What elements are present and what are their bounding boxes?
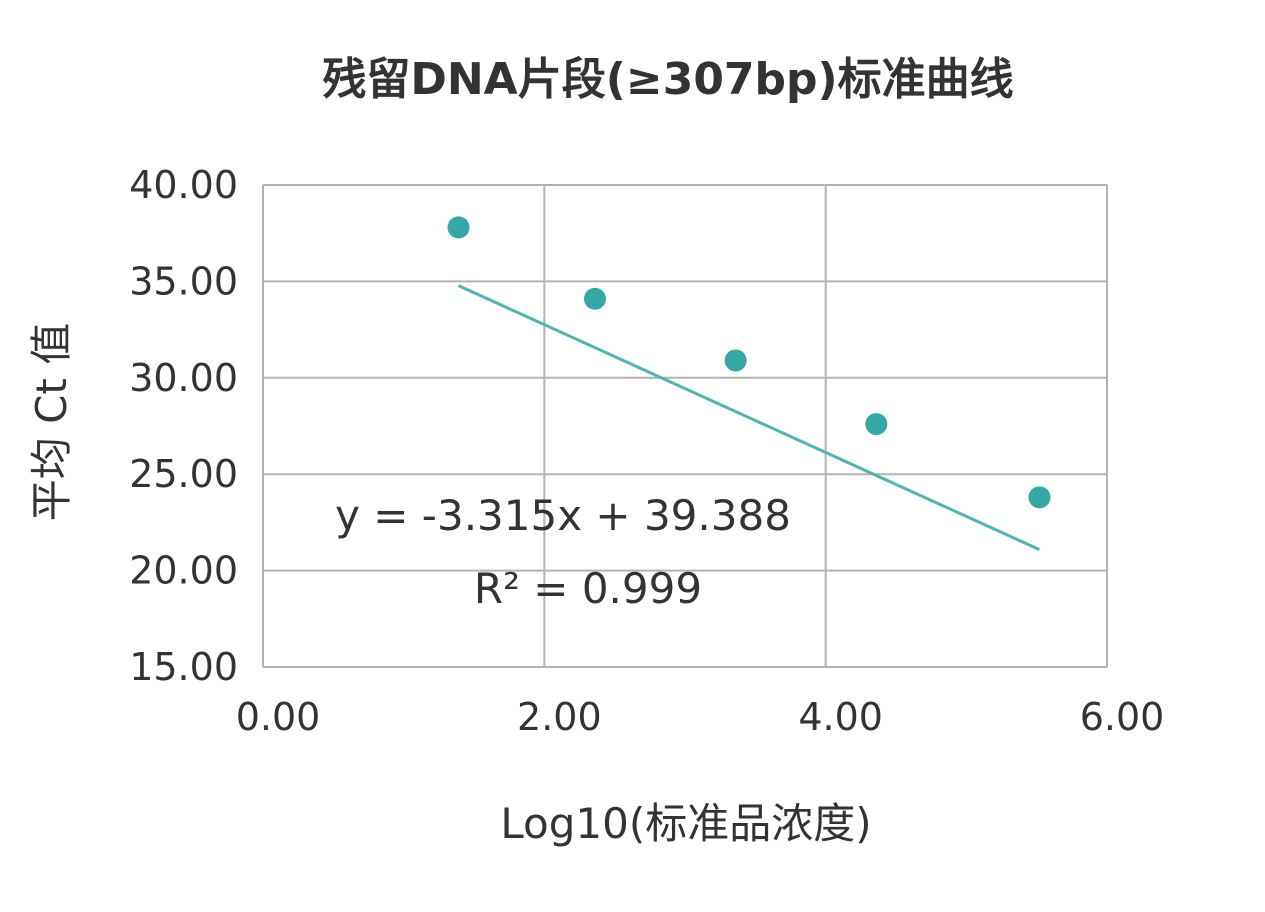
y-tick-label: 20.00 bbox=[129, 549, 238, 593]
trendline-equation: y = -3.315x + 39.388 bbox=[335, 491, 791, 540]
data-point bbox=[447, 216, 470, 239]
x-tick-label: 4.00 bbox=[798, 695, 883, 739]
x-tick-label: 2.00 bbox=[517, 695, 602, 739]
y-tick-label: 25.00 bbox=[129, 452, 238, 496]
data-point bbox=[865, 413, 888, 436]
r-squared-label: R² = 0.999 bbox=[474, 564, 702, 613]
data-point bbox=[724, 349, 747, 372]
data-point bbox=[583, 287, 606, 310]
trendline-group bbox=[457, 284, 1041, 551]
chart-title: 残留DNA片段(≥307bp)标准曲线 bbox=[322, 54, 1013, 105]
grid bbox=[262, 184, 1108, 668]
trendline bbox=[457, 284, 1041, 551]
y-axis-label: 平均 Ct 值 bbox=[27, 323, 76, 522]
data-points bbox=[447, 216, 1051, 509]
tick-labels: 15.00 20.00 25.00 30.00 35.00 40.00 0.00 2.00 4.… bbox=[129, 163, 1164, 739]
y-tick-label: 35.00 bbox=[129, 259, 238, 303]
x-axis-label: Log10(标准品浓度) bbox=[500, 799, 871, 848]
x-tick-label: 0.00 bbox=[236, 695, 321, 739]
y-tick-label: 40.00 bbox=[129, 163, 238, 207]
x-tick-label: 6.00 bbox=[1080, 695, 1165, 739]
y-tick-label: 30.00 bbox=[129, 356, 238, 400]
y-tick-label: 15.00 bbox=[129, 645, 238, 689]
data-point bbox=[1028, 486, 1051, 509]
